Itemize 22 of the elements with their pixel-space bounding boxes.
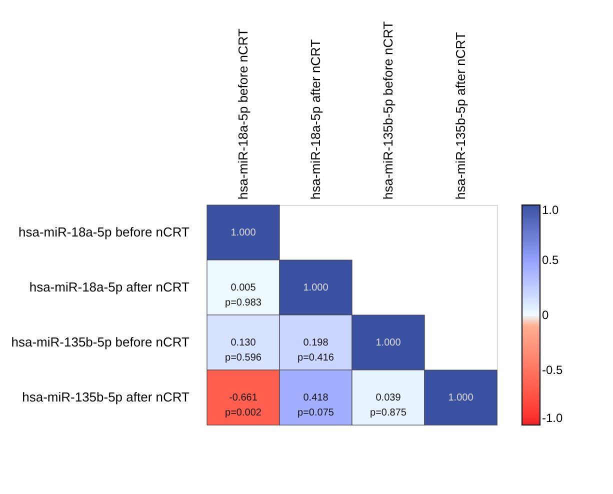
data-label: 0.130 p=0.596 [225,338,262,364]
data-label: 0.418 p=0.075 [298,392,334,418]
color-bar-label: -0.5 [542,363,564,377]
data-label: 0.039 p=0.875 [370,392,407,418]
data-label: 0.198 p=0.416 [298,338,334,364]
data-label: -0.661 p=0.002 [225,392,262,418]
color-bar-label: 0 [542,308,549,322]
color-bar-label: -1.0 [542,411,564,425]
y-tick-label: hsa-miR-18a-5p before nCRT [18,224,190,240]
y-tick-label: hsa-miR-135b-5p after nCRT [22,390,190,404]
x-tick-label: hsa-miR-135b-5p before nCRT [380,21,396,200]
y-tick-label: hsa-miR-18a-5p after nCRT [29,280,190,294]
x-tick-label: hsa-miR-18a-5p after nCRT [308,39,323,200]
x-tick-label: hsa-miR-135b-5p after nCRT [452,32,468,200]
data-label: 1.000 [230,228,256,238]
data-label: 1.000 [448,392,474,404]
color-bar-label: 0.5 [542,253,560,267]
color-bar-label: 1.0 [542,203,560,217]
y-tick-label: hsa-miR-135b-5p before nCRT [11,334,190,350]
data-label: 1.000 [376,338,402,348]
data-label: 0.005 p=0.983 [225,282,262,308]
data-label: 1.000 [303,282,329,294]
